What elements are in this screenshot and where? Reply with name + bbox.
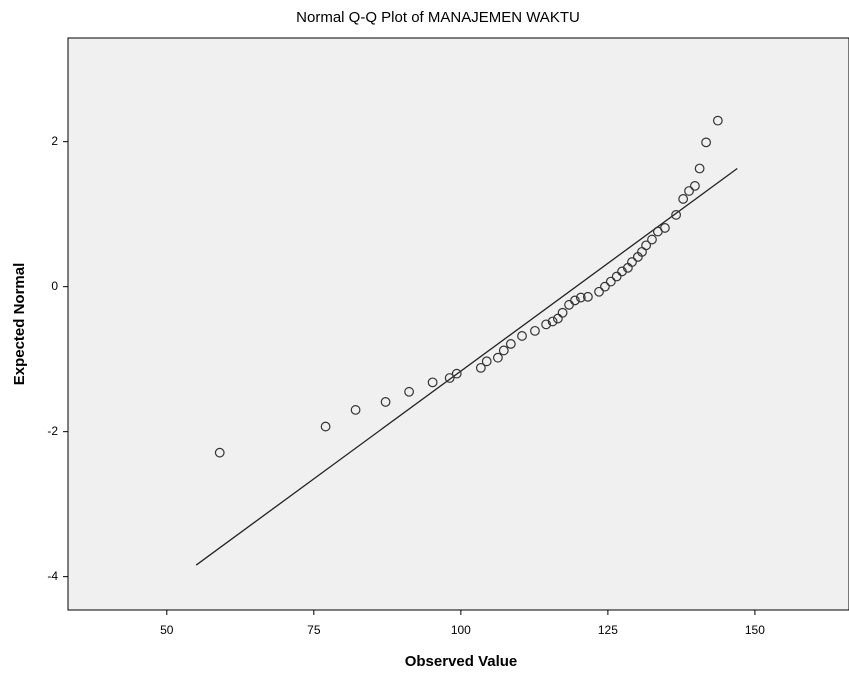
plot-area: [67, 37, 849, 611]
data-point: [690, 180, 700, 191]
data-point: [570, 295, 580, 306]
data-point: [605, 276, 616, 287]
data-point: [600, 281, 610, 292]
y-tick-label: 0: [51, 279, 58, 293]
y-axis-title: Expected Normal: [11, 263, 28, 386]
data-point: [694, 163, 705, 174]
data-point: [678, 194, 689, 204]
data-point: [552, 313, 563, 324]
data-point: [641, 240, 652, 251]
chart-title: Normal Q-Q Plot of MANAJEMEN WAKTU: [296, 9, 580, 26]
data-point: [427, 377, 438, 388]
data-point: [660, 223, 670, 233]
reference-line: [195, 167, 738, 566]
x-tick-label: 150: [745, 623, 765, 637]
x-tick-label: 50: [160, 623, 174, 637]
data-point: [647, 234, 657, 245]
data-point: [451, 368, 462, 379]
data-point: [214, 447, 225, 458]
data-point: [481, 356, 492, 367]
data-point: [505, 339, 516, 349]
x-tick-label: 100: [451, 623, 471, 637]
data-point: [380, 397, 391, 407]
data-point: [712, 115, 723, 126]
data-point: [701, 137, 711, 148]
data-point: [594, 286, 604, 297]
y-tick-label: 2: [51, 134, 58, 148]
x-axis-title: Observed Value: [405, 653, 518, 670]
data-point: [350, 405, 361, 415]
x-tick-label: 75: [307, 623, 321, 637]
data-point: [575, 292, 586, 303]
data-point: [517, 331, 527, 341]
data-point: [541, 319, 552, 330]
data-point: [530, 325, 540, 336]
y-tick-label: -4: [47, 569, 58, 583]
data-point: [547, 316, 558, 327]
data-point: [557, 307, 568, 318]
data-point: [493, 352, 503, 363]
data-point: [498, 345, 509, 356]
data-point: [404, 386, 414, 397]
y-tick-label: -2: [47, 424, 58, 438]
data-point: [671, 209, 681, 220]
data-point: [611, 271, 622, 282]
data-point: [684, 186, 694, 196]
data-point: [320, 421, 331, 432]
x-tick-label: 125: [598, 623, 618, 637]
data-point: [627, 257, 637, 267]
data-point: [582, 291, 593, 302]
data-point: [444, 373, 455, 383]
data-point: [475, 362, 486, 373]
